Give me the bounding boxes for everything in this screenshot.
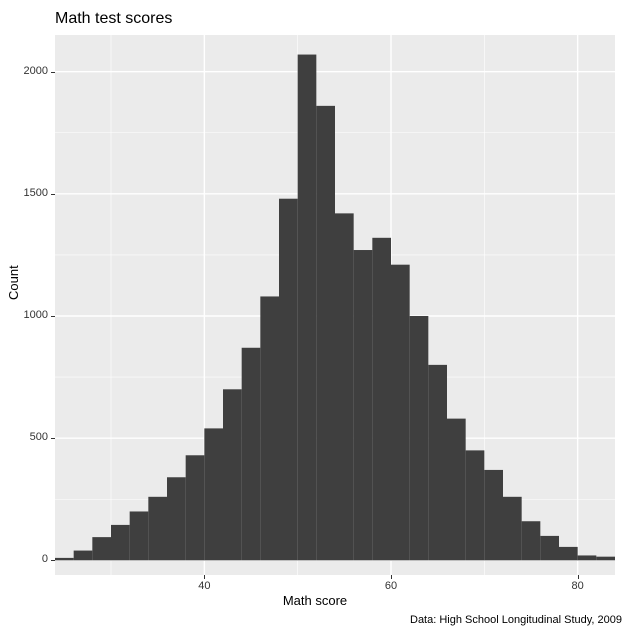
plot-panel: 406080 0500100015002000 [55,35,615,575]
y-tick-mark [51,194,55,195]
chart-title: Math test scores [55,10,172,28]
histogram-bar [167,477,186,560]
y-tick-label: 0 [8,553,48,565]
x-tick-label: 60 [381,580,401,592]
histogram-bar [148,497,167,561]
panel-svg [55,35,615,575]
y-tick-mark [51,72,55,73]
chart-caption: Data: High School Longitudinal Study, 20… [410,614,622,626]
y-tick-label: 1500 [8,187,48,199]
x-axis-label: Math score [0,593,630,608]
histogram-bar [74,551,93,561]
histogram-bar [111,525,130,560]
y-axis-label: Count [6,265,21,300]
x-tick-label: 40 [194,580,214,592]
histogram-bar [522,521,541,560]
y-tick-mark [51,316,55,317]
histogram-bar [298,55,317,561]
histogram-bar [130,511,149,560]
histogram-bar [316,106,335,560]
histogram-bar [242,348,261,561]
histogram-bar [55,558,74,560]
y-tick-label: 500 [8,431,48,443]
y-tick-label: 1000 [8,309,48,321]
x-tick-label: 80 [568,580,588,592]
histogram-bar [503,497,522,561]
histogram-bar [578,555,597,560]
histogram-bar [335,213,354,560]
chart-container: Math test scores Count 406080 0500100015… [0,0,630,630]
histogram-bar [354,250,373,560]
y-tick-mark [51,560,55,561]
y-tick-label: 2000 [8,65,48,77]
histogram-bar [279,199,298,561]
histogram-bar [540,536,559,560]
histogram-bar [484,470,503,560]
histogram-bar [466,450,485,560]
x-tick-mark [204,575,205,579]
histogram-bar [223,389,242,560]
histogram-bar [372,238,391,561]
histogram-bar [391,265,410,561]
x-tick-mark [391,575,392,579]
histogram-bar [447,419,466,561]
histogram-bar [92,537,111,560]
histogram-bar [428,365,447,560]
histogram-bar [410,316,429,560]
histogram-bar [186,455,205,560]
y-tick-mark [51,438,55,439]
histogram-bar [260,296,279,560]
histogram-bar [559,547,578,560]
x-tick-mark [578,575,579,579]
histogram-bar [204,428,223,560]
histogram-bar [596,557,615,561]
